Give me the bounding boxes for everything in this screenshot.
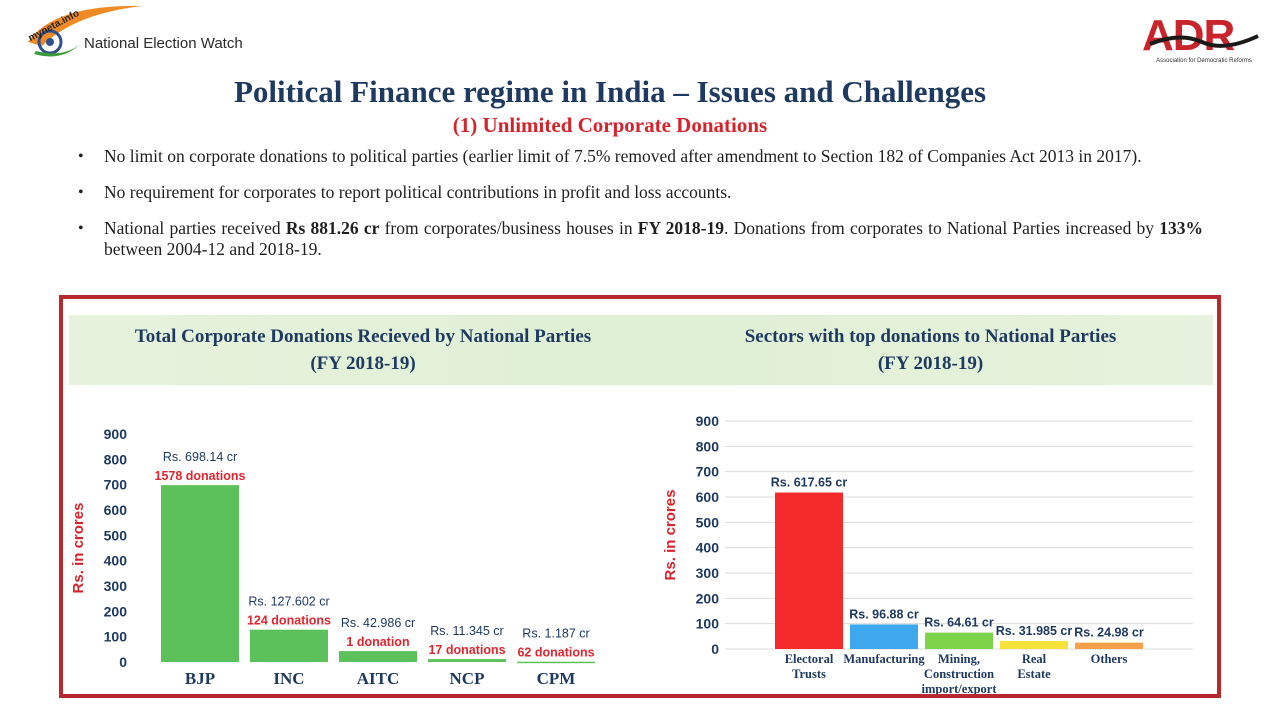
party-chart-donation-label: 62 donations bbox=[517, 646, 594, 660]
sector-chart-value-label: Rs. 31.985 cr bbox=[996, 624, 1073, 638]
chart-title-band bbox=[69, 315, 1213, 385]
page-title: Political Finance regime in India – Issu… bbox=[233, 74, 987, 109]
sector-donations-chart: Rs. in crores 0 100 200 300 400 500 600 700 800 90… bbox=[662, 413, 1193, 696]
sector-chart-category-label: Construction bbox=[924, 667, 994, 681]
sector-chart-value-label: Rs. 64.61 cr bbox=[924, 616, 994, 630]
party-chart-y-tick-label: 200 bbox=[104, 603, 128, 619]
sector-chart-y-tick-label: 300 bbox=[696, 565, 720, 581]
sector-chart-bar bbox=[850, 624, 918, 649]
sector-chart-y-axis-label: Rs. in crores bbox=[662, 490, 679, 581]
national-election-watch-logo: myneta.info National Election Watch bbox=[27, 5, 243, 57]
sector-chart-category-label: Mining, bbox=[938, 652, 980, 666]
sector-chart-y-tick-label: 400 bbox=[696, 540, 720, 556]
logo-nationalwatch-text: National Election Watch bbox=[84, 35, 243, 52]
sector-chart-value-label: Rs. 24.98 cr bbox=[1074, 626, 1144, 640]
party-chart-bar bbox=[428, 659, 506, 662]
party-chart-value-label: Rs. 698.14 cr bbox=[163, 450, 237, 464]
party-chart-y-tick-label: 400 bbox=[104, 553, 128, 569]
party-chart-y-tick-label: 900 bbox=[104, 426, 128, 442]
party-chart-bar bbox=[339, 651, 417, 662]
party-chart-value-label: Rs. 11.345 cr bbox=[430, 624, 503, 638]
sector-chart-value-label: Rs. 617.65 cr bbox=[771, 476, 848, 490]
sector-chart-value-label: Rs. 96.88 cr bbox=[849, 607, 919, 621]
party-chart-value-label: Rs. 42.986 cr bbox=[341, 616, 415, 630]
party-chart-category-label: AITC bbox=[357, 669, 400, 688]
party-chart-category-label: CPM bbox=[537, 669, 576, 688]
sector-chart-category-label: Electoral bbox=[785, 652, 834, 666]
page-subtitle: (1) Unlimited Corporate Donations bbox=[452, 113, 768, 137]
chart-panel: Total Corporate Donations Recieved by Na… bbox=[59, 295, 1221, 698]
sector-chart-y-tick-label: 200 bbox=[696, 590, 720, 606]
party-chart-bar bbox=[161, 485, 239, 662]
party-chart-y-tick-label: 0 bbox=[119, 654, 127, 670]
sector-chart-category-label: Estate bbox=[1017, 667, 1051, 681]
adr-logo-text: ADR bbox=[1142, 11, 1235, 60]
sector-chart-bar bbox=[775, 492, 843, 649]
sector-chart-category-label: Trusts bbox=[792, 667, 826, 681]
sector-chart-title: Sectors with top donations to National P… bbox=[744, 326, 1117, 374]
party-chart-value-label: Rs. 127.602 cr bbox=[248, 595, 329, 609]
sector-chart-category-label: import/export bbox=[922, 682, 998, 696]
party-chart-y-tick-label: 300 bbox=[104, 578, 128, 594]
bullet-item-1: No limit on corporate donations to polit… bbox=[78, 146, 1203, 167]
sector-chart-y-tick-label: 100 bbox=[696, 616, 720, 632]
bullet-item-2: No requirement for corporates to report … bbox=[78, 182, 1203, 203]
party-chart-donation-label: 17 donations bbox=[428, 643, 505, 657]
party-chart-bar bbox=[517, 661, 595, 664]
sector-chart-y-tick-label: 900 bbox=[696, 413, 720, 429]
party-chart-value-label: Rs. 1.187 cr bbox=[522, 627, 589, 641]
sector-chart-category-label: Others bbox=[1091, 652, 1128, 666]
sector-chart-y-tick-label: 700 bbox=[696, 464, 720, 480]
sector-chart-y-tick-label: 600 bbox=[696, 489, 720, 505]
party-chart-y-tick-label: 600 bbox=[104, 502, 128, 518]
party-chart-donation-label: 124 donations bbox=[247, 614, 331, 628]
logo-myneta-text: myneta.info bbox=[27, 8, 82, 44]
bullet-list: No limit on corporate donations to polit… bbox=[78, 146, 1203, 275]
logo-green-swoosh-icon bbox=[34, 44, 80, 57]
party-chart-y-tick-label: 500 bbox=[104, 527, 128, 543]
sector-chart-y-tick-label: 500 bbox=[696, 514, 720, 530]
party-chart-category-label: INC bbox=[273, 669, 304, 688]
party-chart-donation-label: 1578 donations bbox=[155, 469, 246, 483]
party-chart-y-tick-label: 700 bbox=[104, 477, 128, 493]
sector-chart-bar bbox=[1075, 642, 1143, 649]
party-chart-bar bbox=[250, 629, 328, 662]
party-chart-y-axis-label: Rs. in crores bbox=[70, 503, 87, 594]
adr-logo-subtext: Association for Democratic Reforms bbox=[1156, 58, 1252, 64]
sector-chart-bar bbox=[1000, 640, 1068, 649]
party-chart-category-label: BJP bbox=[185, 669, 215, 688]
party-chart-y-tick-label: 800 bbox=[104, 451, 128, 467]
sector-chart-y-tick-label: 0 bbox=[711, 641, 719, 657]
bullet-item-3: National parties received Rs 881.26 cr f… bbox=[78, 218, 1203, 260]
sector-chart-y-tick-label: 800 bbox=[696, 438, 720, 454]
party-chart-y-tick-label: 100 bbox=[104, 629, 128, 645]
party-chart-title: Total Corporate Donations Recieved by Na… bbox=[134, 326, 592, 374]
sector-chart-bar bbox=[925, 632, 993, 649]
sector-chart-category-label: Real bbox=[1022, 652, 1047, 666]
adr-logo: ADR Association for Democratic Reforms bbox=[1142, 11, 1259, 64]
adr-logo-swoosh-icon bbox=[1149, 34, 1259, 48]
logo-chakra-icon bbox=[37, 29, 63, 55]
party-donations-chart: Rs. in crores 0 100 200 300 400 500 600 700 800 90… bbox=[70, 426, 595, 688]
party-chart-category-label: NCP bbox=[450, 669, 485, 688]
sector-chart-category-label: Manufacturing bbox=[843, 652, 925, 666]
party-chart-donation-label: 1 donation bbox=[346, 635, 409, 649]
